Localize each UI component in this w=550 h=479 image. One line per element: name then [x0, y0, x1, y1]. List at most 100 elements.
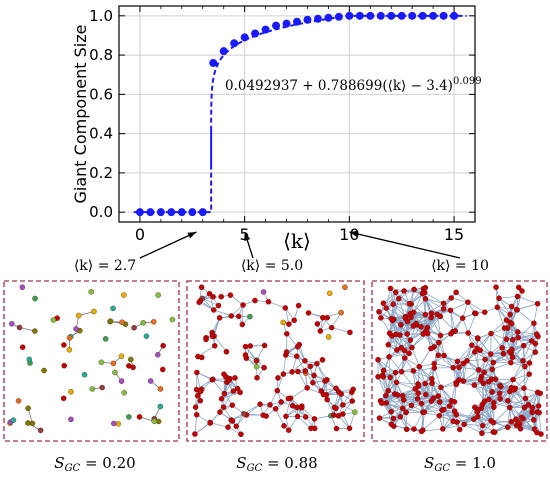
callout-label: ⟨k⟩ = 2.7 [74, 258, 136, 274]
panel-node [281, 371, 286, 376]
panel-node [402, 348, 407, 353]
panel-node [425, 331, 430, 336]
panel-node [303, 368, 308, 373]
panel-node [409, 315, 414, 320]
panel-node [148, 378, 153, 383]
panel-node [219, 396, 224, 401]
panel-node [199, 285, 204, 290]
panel-node [193, 405, 198, 410]
panel-node [281, 320, 286, 325]
panel-node [381, 301, 386, 306]
panel-node [327, 291, 332, 296]
panel-node [243, 352, 248, 357]
panel-node [295, 344, 300, 349]
panel-node [451, 365, 456, 370]
panel-node [515, 329, 520, 334]
panel-node [308, 426, 313, 431]
panel-node [208, 420, 213, 425]
panel-node [303, 414, 308, 419]
panel-node [412, 287, 417, 292]
panel-node [493, 285, 498, 290]
panel-node [26, 406, 31, 411]
panel-node [326, 334, 331, 339]
panel-node [498, 384, 503, 389]
panel-node [240, 322, 245, 327]
panel-node [522, 364, 527, 369]
callout-arrowhead [188, 232, 197, 238]
panel-node [350, 398, 355, 403]
panel-node [508, 312, 513, 317]
panel-node [318, 328, 323, 333]
panel-node [452, 409, 457, 414]
panel-node [262, 365, 267, 370]
panel-node [408, 337, 413, 342]
panel-node [279, 399, 284, 404]
panel-node [284, 331, 289, 336]
panel-node [480, 423, 485, 428]
panel-node [339, 310, 344, 315]
panel-node [68, 417, 73, 422]
panel-node [25, 420, 30, 425]
panel-node [516, 285, 521, 290]
panel-node [437, 413, 442, 418]
panel-node [530, 405, 535, 410]
network-panel: SGC = 0.20 [4, 281, 179, 474]
panel-node [510, 337, 515, 342]
panel-node [267, 402, 272, 407]
panel-node [198, 389, 203, 394]
panel-node [527, 360, 532, 365]
data-point [157, 208, 165, 216]
panel-node [416, 384, 421, 389]
panel-node [491, 420, 496, 425]
panel-node [273, 406, 278, 411]
panel-node [112, 370, 117, 375]
panel-node [203, 337, 208, 342]
panel-node [320, 357, 325, 362]
panel-node [217, 410, 222, 415]
panel-node [219, 294, 224, 299]
panel-node [210, 334, 215, 339]
panel-node [429, 398, 434, 403]
data-point [209, 59, 217, 67]
panel-node [391, 302, 396, 307]
panel-node [275, 375, 280, 380]
panel-node [20, 345, 25, 350]
panel-node [217, 315, 222, 320]
panel-node [68, 389, 73, 394]
panel-node [507, 349, 512, 354]
panel-node [399, 369, 404, 374]
panel-node [448, 331, 453, 336]
panel-node [340, 402, 345, 407]
panel-node [82, 372, 87, 377]
panel-node [490, 367, 495, 372]
panel-node [423, 285, 428, 290]
panel-node [404, 427, 409, 432]
panel-node [387, 331, 392, 336]
panel-node [531, 417, 536, 422]
panel-node [342, 285, 347, 290]
panel-node [438, 385, 443, 390]
panel-node [252, 298, 257, 303]
panel-node [254, 364, 259, 369]
panel-node [306, 310, 311, 315]
panel-node [331, 412, 336, 417]
panel-node [398, 322, 403, 327]
panel-node [375, 374, 380, 379]
panel-node [438, 314, 443, 319]
panel-node [464, 358, 469, 363]
panel-node [419, 401, 424, 406]
panel-node [536, 403, 541, 408]
panel-node [230, 418, 235, 423]
panel-node [194, 412, 199, 417]
panel-node [429, 376, 434, 381]
panel-node [283, 305, 288, 310]
panel-node [144, 334, 149, 339]
panel-node [351, 387, 356, 392]
panel-node [423, 312, 428, 317]
data-point [230, 39, 238, 47]
panel-node [475, 414, 480, 419]
panel-node [389, 316, 394, 321]
panel-node [286, 428, 291, 433]
panel-node [498, 396, 503, 401]
panel-node [511, 377, 516, 382]
